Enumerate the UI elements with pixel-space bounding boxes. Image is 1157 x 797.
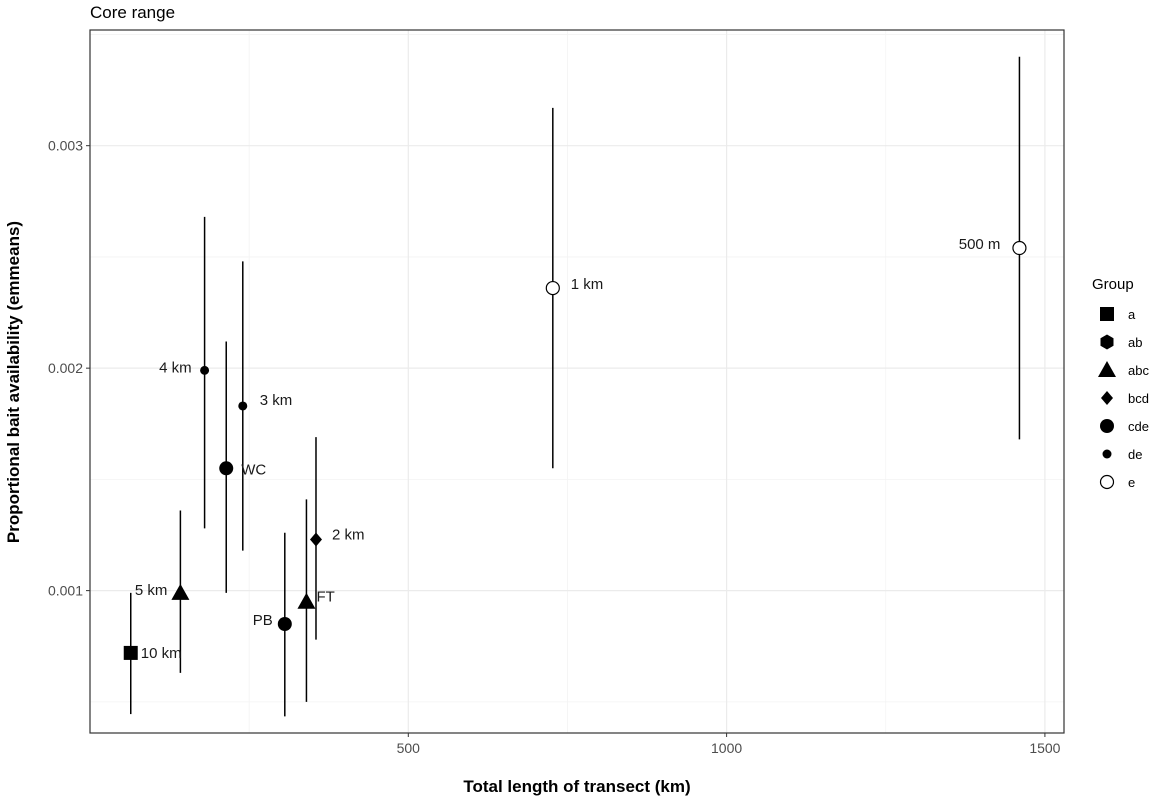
point-label: 3 km	[260, 392, 293, 409]
x-tick-label: 1000	[711, 740, 742, 756]
legend-label: cde	[1128, 419, 1149, 434]
data-point	[123, 645, 138, 660]
legend-key	[1100, 307, 1114, 321]
legend-label: ab	[1128, 335, 1142, 350]
point-label: 5 km	[135, 582, 168, 599]
data-points	[123, 240, 1027, 660]
point-labels: 10 km 5 km 4 km WC 3 km PB FT 2 km 1 km 500 m	[135, 236, 1001, 662]
data-point	[219, 461, 234, 476]
data-point	[1012, 240, 1027, 256]
legend-key	[1099, 474, 1115, 490]
point-label: 10 km	[141, 645, 182, 662]
x-axis-title: Total length of transect (km)	[463, 777, 690, 796]
plot-panel	[89, 29, 1065, 734]
grid	[90, 30, 1064, 733]
legend-label: de	[1128, 447, 1142, 462]
point-label: 4 km	[159, 359, 192, 376]
legend-key	[1098, 361, 1116, 377]
data-point	[309, 532, 322, 547]
x-tick-label: 500	[397, 740, 421, 756]
legend: Group a ab abc bcd cde de e	[1092, 276, 1149, 490]
point-label: PB	[253, 612, 273, 629]
y-axis: 0.001 0.002 0.003	[48, 138, 90, 599]
x-tick-label: 1500	[1029, 740, 1060, 756]
legend-key	[1101, 391, 1113, 405]
data-point	[297, 592, 316, 609]
legend-label: e	[1128, 475, 1135, 490]
legend-label: bcd	[1128, 391, 1149, 406]
point-label: 2 km	[332, 526, 365, 543]
point-label: WC	[241, 461, 266, 478]
legend-key	[1100, 334, 1114, 350]
y-axis-title: Proportional bait availability (emmeans)	[4, 221, 23, 543]
y-tick-label: 0.003	[48, 138, 83, 154]
point-label: 1 km	[571, 276, 604, 293]
data-point	[238, 401, 248, 411]
data-point	[545, 280, 560, 296]
data-point	[171, 583, 190, 600]
y-tick-label: 0.002	[48, 360, 83, 376]
legend-label: a	[1128, 307, 1136, 322]
chart-title: Core range	[90, 3, 175, 22]
point-label: 500 m	[959, 236, 1001, 253]
data-point	[277, 616, 292, 631]
x-axis: 500 1000 1500	[397, 733, 1061, 756]
data-point	[200, 365, 210, 375]
point-label: FT	[316, 589, 334, 606]
legend-key	[1100, 419, 1114, 433]
legend-title: Group	[1092, 276, 1134, 293]
legend-label: abc	[1128, 363, 1149, 378]
legend-key	[1102, 449, 1112, 459]
y-tick-label: 0.001	[48, 583, 83, 599]
